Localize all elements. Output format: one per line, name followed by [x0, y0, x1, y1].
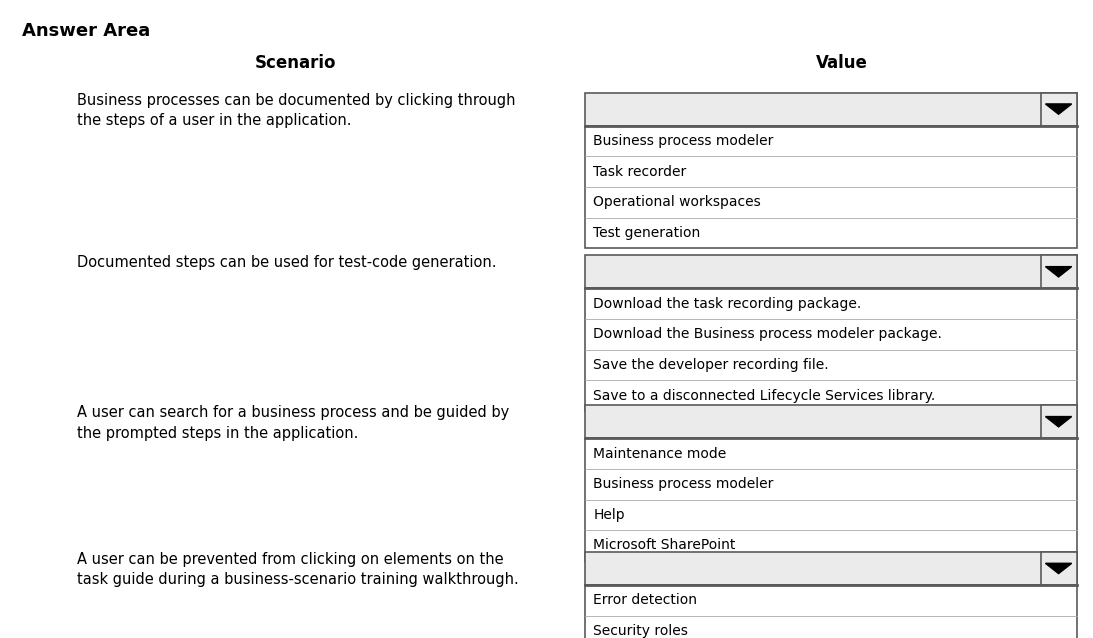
Bar [585, 552, 1077, 585]
Polygon shape [1046, 563, 1071, 574]
Text: Help: Help [593, 508, 625, 522]
Bar [585, 93, 1077, 126]
Text: Download the task recording package.: Download the task recording package. [593, 297, 861, 311]
Bar [1041, 93, 1077, 126]
Bar [585, 255, 1077, 288]
Bar [585, 126, 1077, 248]
Text: Save the developer recording file.: Save the developer recording file. [593, 358, 830, 372]
Text: A user can search for a business process and be guided by
the prompted steps in : A user can search for a business process… [77, 405, 508, 440]
Text: Test generation: Test generation [593, 226, 701, 240]
Text: Business process modeler: Business process modeler [593, 134, 774, 148]
Text: Operational workspaces: Operational workspaces [593, 195, 761, 209]
Text: Task recorder: Task recorder [593, 165, 686, 179]
Text: Maintenance mode: Maintenance mode [593, 447, 727, 461]
Text: Scenario: Scenario [255, 54, 336, 72]
Text: Answer Area: Answer Area [22, 22, 150, 40]
Text: Value: Value [815, 54, 868, 72]
Bar [1041, 255, 1077, 288]
Text: Microsoft SharePoint: Microsoft SharePoint [593, 538, 736, 553]
Text: Documented steps can be used for test-code generation.: Documented steps can be used for test-co… [77, 255, 496, 271]
Text: A user can be prevented from clicking on elements on the
task guide during a bus: A user can be prevented from clicking on… [77, 552, 518, 587]
Bar [585, 438, 1077, 561]
Polygon shape [1046, 267, 1071, 277]
Polygon shape [1046, 417, 1071, 427]
Polygon shape [1046, 104, 1071, 114]
Text: Error detection: Error detection [593, 593, 697, 607]
Bar [1041, 552, 1077, 585]
Bar [1041, 405, 1077, 438]
Bar [585, 585, 1077, 638]
Bar [585, 288, 1077, 411]
Text: Save to a disconnected Lifecycle Services library.: Save to a disconnected Lifecycle Service… [593, 389, 936, 403]
Text: Business process modeler: Business process modeler [593, 477, 774, 491]
Text: Security roles: Security roles [593, 624, 689, 638]
Bar [585, 405, 1077, 438]
Text: Business processes can be documented by clicking through
the steps of a user in : Business processes can be documented by … [77, 93, 515, 128]
Text: Download the Business process modeler package.: Download the Business process modeler pa… [593, 327, 942, 341]
